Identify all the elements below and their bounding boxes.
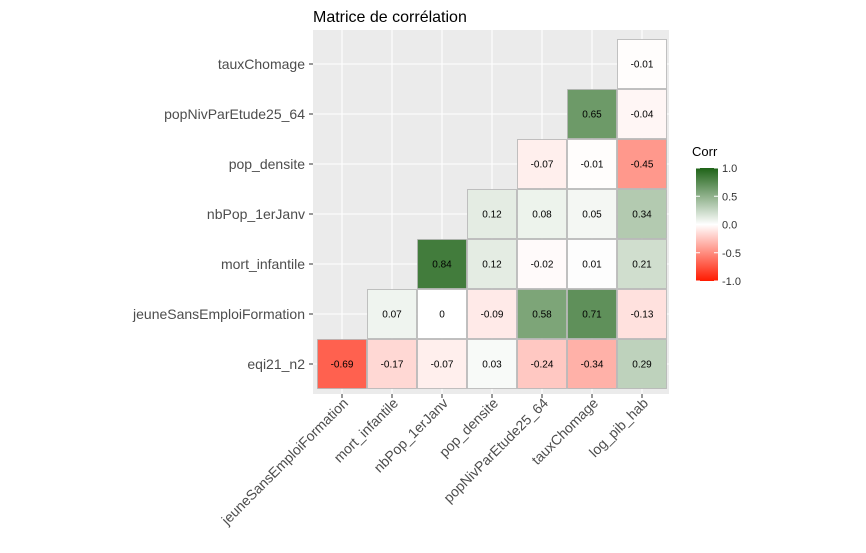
cell-value-label: -0.13 (631, 310, 654, 321)
legend-tick-label: 0.5 (722, 191, 737, 203)
heatmap-cell (567, 189, 617, 239)
heatmap-cell (417, 289, 467, 339)
heatmap-cell (567, 289, 617, 339)
cell-value-label: -0.24 (531, 360, 554, 371)
legend-colorbar (696, 168, 718, 281)
cell-value-label: -0.02 (531, 260, 554, 271)
heatmap-cell (367, 339, 417, 389)
cell-value-label: 0.03 (482, 360, 502, 371)
y-tick-label: pop_densite (229, 156, 306, 172)
heatmap-cell (617, 139, 667, 189)
heatmap-cell (467, 339, 517, 389)
cell-value-label: -0.69 (331, 360, 354, 371)
cell-value-label: -0.01 (631, 60, 654, 71)
heatmap-cell (467, 189, 517, 239)
x-tick-label: jeuneSansEmploiFormation (217, 395, 351, 529)
y-tick-label: jeuneSansEmploiFormation (132, 306, 305, 322)
cell-value-label: 0.29 (632, 360, 652, 371)
heatmap-cell (567, 339, 617, 389)
cell-value-label: -0.01 (581, 160, 604, 171)
cell-value-label: -0.17 (381, 360, 404, 371)
cell-value-label: 0.21 (632, 260, 652, 271)
cell-value-label: 0.05 (582, 210, 602, 221)
legend-title: Corr (692, 144, 718, 159)
cell-value-label: -0.07 (531, 160, 554, 171)
cell-value-label: -0.04 (631, 110, 654, 121)
y-tick-label: popNivParEtude25_64 (164, 106, 305, 122)
x-axis-ticks: jeuneSansEmploiFormationmort_infantilenb… (217, 394, 651, 528)
heatmap-cell (367, 289, 417, 339)
cell-value-label: 0.65 (582, 110, 602, 121)
cell-value-label: 0.12 (482, 210, 502, 221)
cell-value-label: -0.45 (631, 160, 654, 171)
legend: Corr 1.0 0.5 0.0 -0.5 -1.0 (692, 144, 741, 288)
cell-value-label: -0.07 (431, 360, 454, 371)
cell-value-label: 0.07 (382, 310, 402, 321)
heatmap-cell (467, 289, 517, 339)
cell-value-label: -0.09 (481, 310, 504, 321)
legend-tick-label: 0.0 (722, 220, 737, 232)
heatmap-cell (567, 139, 617, 189)
heatmap-cells (317, 39, 667, 389)
cell-value-label: -0.34 (581, 360, 604, 371)
heatmap-cell (617, 339, 667, 389)
heatmap-cell (567, 239, 617, 289)
cell-value-label: 0.34 (632, 210, 652, 221)
heatmap-cell (467, 239, 517, 289)
heatmap-cell (567, 89, 617, 139)
cell-value-label: 0.08 (532, 210, 552, 221)
heatmap-cell (517, 339, 567, 389)
heatmap-cell (517, 189, 567, 239)
y-tick-label: mort_infantile (221, 256, 305, 272)
legend-tick-label: -0.5 (722, 248, 741, 260)
cell-value-label: 0.71 (582, 310, 602, 321)
y-tick-label: eqi21_n2 (247, 356, 305, 372)
heatmap-cell (417, 239, 467, 289)
heatmap-cell (517, 289, 567, 339)
cell-value-label: 0.58 (532, 310, 552, 321)
cell-value-label: 0.84 (432, 260, 452, 271)
heatmap-cell (617, 39, 667, 89)
cell-labels: -0.69 -0.17 -0.07 0.03 -0.24 -0.34 0.29 0.07 0 -0… (331, 60, 654, 371)
y-axis-ticks: eqi21_n2 jeuneSansEmploiFormation mort_inf… (132, 56, 313, 372)
heatmap-cell (517, 139, 567, 189)
cell-value-label: 0 (439, 310, 445, 321)
heatmap-cell (617, 239, 667, 289)
chart-title: Matrice de corrélation (313, 9, 467, 26)
heatmap-cell (317, 339, 367, 389)
y-tick-label: nbPop_1erJanv (207, 206, 305, 222)
heatmap-cell (617, 89, 667, 139)
cell-value-label: 0.12 (482, 260, 502, 271)
heatmap-cell (617, 189, 667, 239)
cell-value-label: 0.01 (582, 260, 602, 271)
heatmap-cell (517, 239, 567, 289)
y-tick-label: tauxChomage (218, 56, 305, 72)
heatmap-cell (617, 289, 667, 339)
heatmap-cell (417, 339, 467, 389)
legend-tick-label: 1.0 (722, 163, 737, 175)
legend-tick-label: -1.0 (722, 276, 741, 288)
